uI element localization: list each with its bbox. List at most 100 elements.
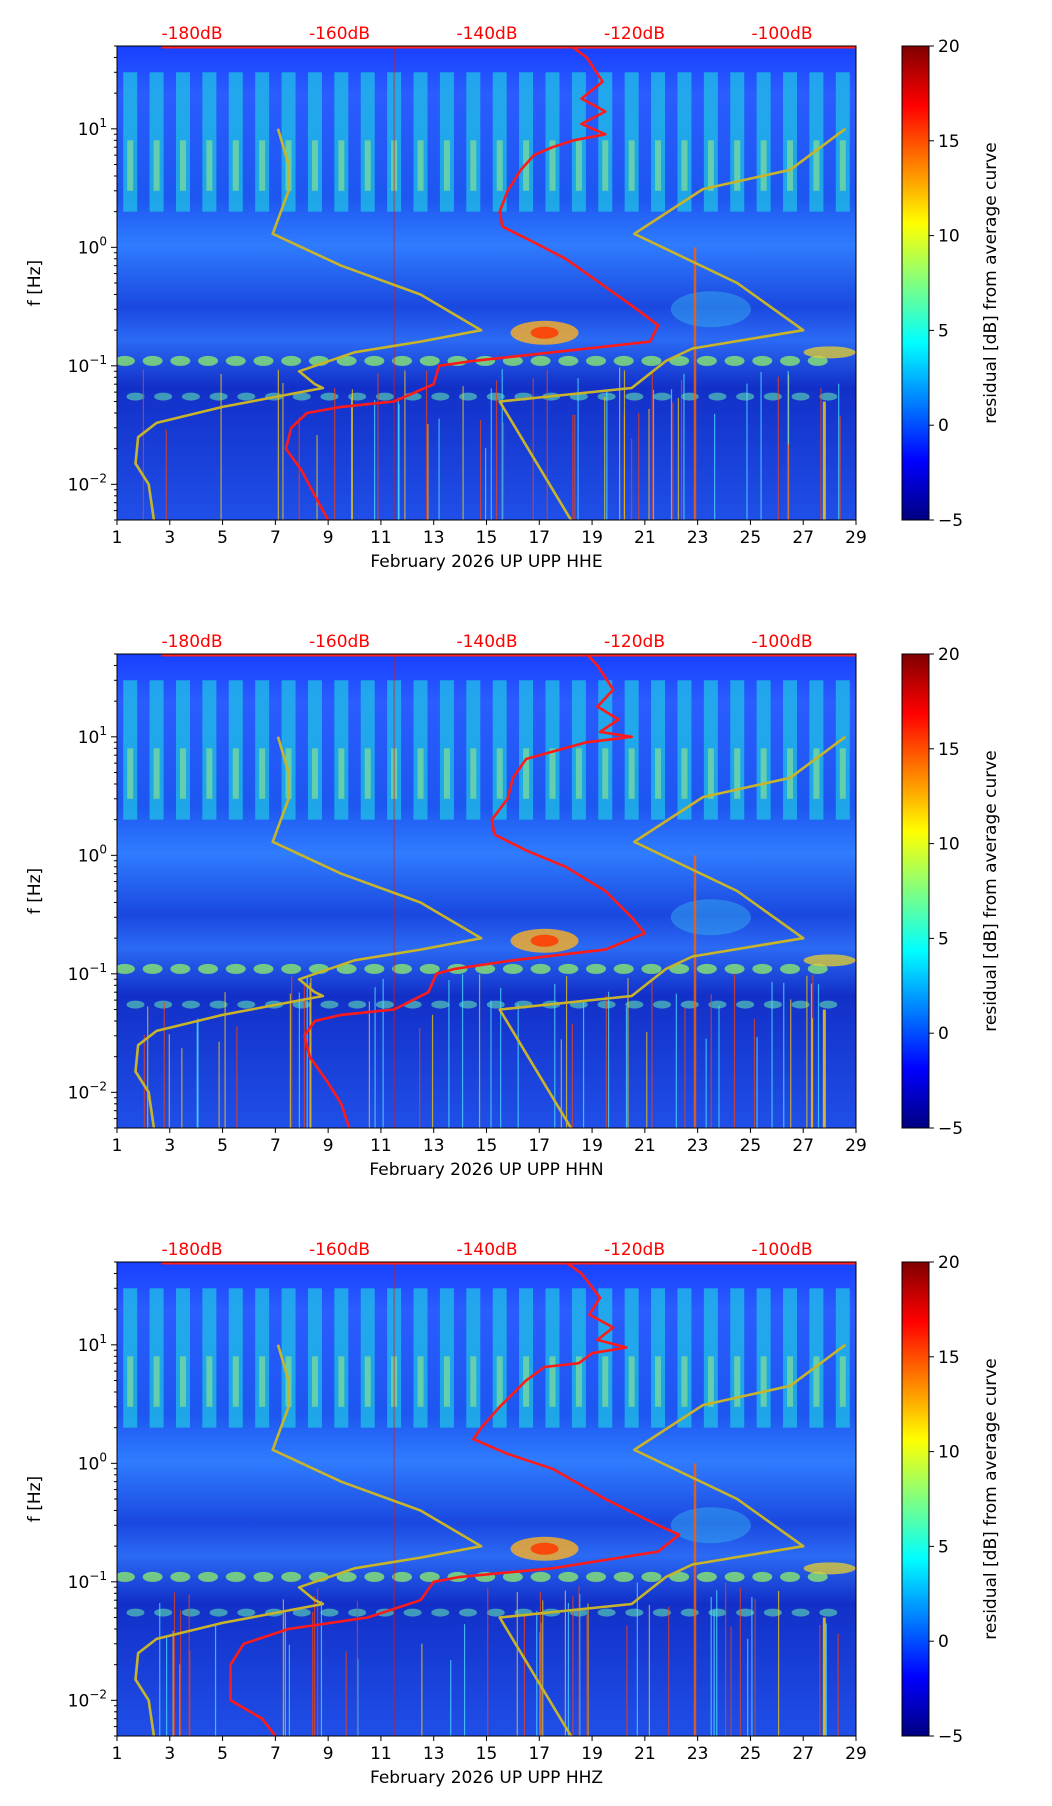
microseism-blob (431, 1000, 450, 1009)
colorbar-tick-label: 5 (938, 929, 949, 949)
y-tick-exponent: −2 (89, 471, 107, 485)
x-tick-label: 19 (581, 1744, 603, 1764)
daily-band-core (734, 748, 741, 799)
microseism-blob (530, 355, 551, 366)
microseism-blob (336, 1571, 357, 1582)
top-db-label: -120dB (604, 24, 665, 44)
microseism-blob (597, 1608, 616, 1617)
x-tick-label: 5 (217, 1136, 228, 1156)
daily-band-core (179, 140, 186, 191)
y-tick-exponent: 1 (99, 1332, 107, 1346)
microseism-blob (364, 963, 385, 974)
microseism-blob (253, 355, 274, 366)
y-tick-exponent: 0 (99, 842, 107, 856)
microseism-blob (126, 1000, 145, 1009)
microseism-blob (126, 1608, 145, 1617)
microseism-blob (459, 392, 478, 401)
daily-band-core (153, 748, 160, 799)
microseism-blob (752, 355, 773, 366)
plot-area (117, 1262, 856, 1736)
colorbar-tick-label: 20 (938, 1253, 960, 1273)
x-tick-label: 27 (792, 528, 814, 548)
y-tick-base: 10 (78, 1336, 100, 1356)
spectrogram-background (117, 654, 856, 1128)
microseism-blob (780, 963, 801, 974)
series-line (303, 654, 647, 1128)
colorbar (901, 45, 930, 521)
top-db-label: -140dB (456, 632, 517, 652)
microseism-blob (625, 392, 644, 401)
daily-band-core (496, 140, 503, 191)
colorbar-tick-label: 0 (938, 1632, 949, 1652)
x-tick-label: 21 (634, 1136, 656, 1156)
y-tick-label: 100 (78, 1450, 107, 1474)
microseism-blob (431, 392, 450, 401)
microseism-blob (181, 392, 200, 401)
x-tick-label: 3 (164, 1136, 175, 1156)
swell-blob (670, 291, 751, 328)
daily-band-core (443, 748, 450, 799)
colorbar (901, 653, 930, 1129)
x-axis-label: February 2026 UP UPP HHE (370, 552, 602, 572)
microseism-blob (225, 355, 246, 366)
daily-band-core (655, 748, 662, 799)
y-tick-base: 10 (78, 238, 100, 258)
top-db-label: -160dB (309, 632, 370, 652)
x-tick-label: 27 (792, 1744, 814, 1764)
y-tick-label: 100 (78, 842, 107, 866)
storm-core (530, 934, 559, 947)
microseism-blob (724, 1571, 745, 1582)
microseism-blob (502, 963, 523, 974)
top-db-label: -140dB (456, 24, 517, 44)
series-line (498, 735, 847, 1128)
microseism-blob (348, 1000, 367, 1009)
daily-band-core (839, 1356, 846, 1407)
microseism-blob (431, 1608, 450, 1617)
y-tick-exponent: 0 (99, 1450, 107, 1464)
x-tick-label: 9 (323, 528, 334, 548)
daily-band-core (417, 748, 424, 799)
daily-band-core (734, 140, 741, 191)
microseism-blob (530, 963, 551, 974)
microseism-blob (419, 1571, 440, 1582)
x-tick-label: 3 (164, 1744, 175, 1764)
microseism-blob (375, 1000, 394, 1009)
daily-band-core (760, 748, 767, 799)
swell-blob (803, 346, 856, 359)
microseism-blob (419, 355, 440, 366)
daily-band-core (179, 748, 186, 799)
microseism-blob (819, 1000, 838, 1009)
y-tick-label: 10−2 (68, 1687, 107, 1711)
daily-band-core (470, 1356, 477, 1407)
swell-blob (670, 899, 751, 936)
daily-band-core (655, 140, 662, 191)
colorbar-tick-label: 5 (938, 1537, 949, 1557)
daily-band-core (628, 1356, 635, 1407)
daily-band-core (311, 748, 318, 799)
microseism-blob (653, 1608, 672, 1617)
microseism-blob (336, 963, 357, 974)
microseism-blob (198, 355, 219, 366)
y-tick-base: 10 (78, 1454, 100, 1474)
colorbar-label: residual [dB] from average curve (981, 750, 1001, 1031)
microseism-blob (807, 355, 828, 366)
daily-band-core (839, 140, 846, 191)
x-tick-label: 23 (687, 1744, 709, 1764)
x-tick-label: 21 (634, 528, 656, 548)
colorbar-tick-label: 15 (938, 132, 960, 152)
microseism-blob (791, 1000, 810, 1009)
colorbar-tick-label: 0 (938, 416, 949, 436)
daily-band-core (259, 140, 266, 191)
microseism-blob (117, 1571, 135, 1582)
daily-band-core (655, 1356, 662, 1407)
x-tick-label: 11 (370, 528, 392, 548)
daily-band-core (602, 1356, 609, 1407)
microseism-blob (613, 355, 634, 366)
daily-band-core (575, 748, 582, 799)
y-tick-exponent: −2 (89, 1079, 107, 1093)
microseism-blob (253, 1571, 274, 1582)
y-axis-label: f [Hz] (25, 868, 45, 914)
microseism-blob (819, 392, 838, 401)
